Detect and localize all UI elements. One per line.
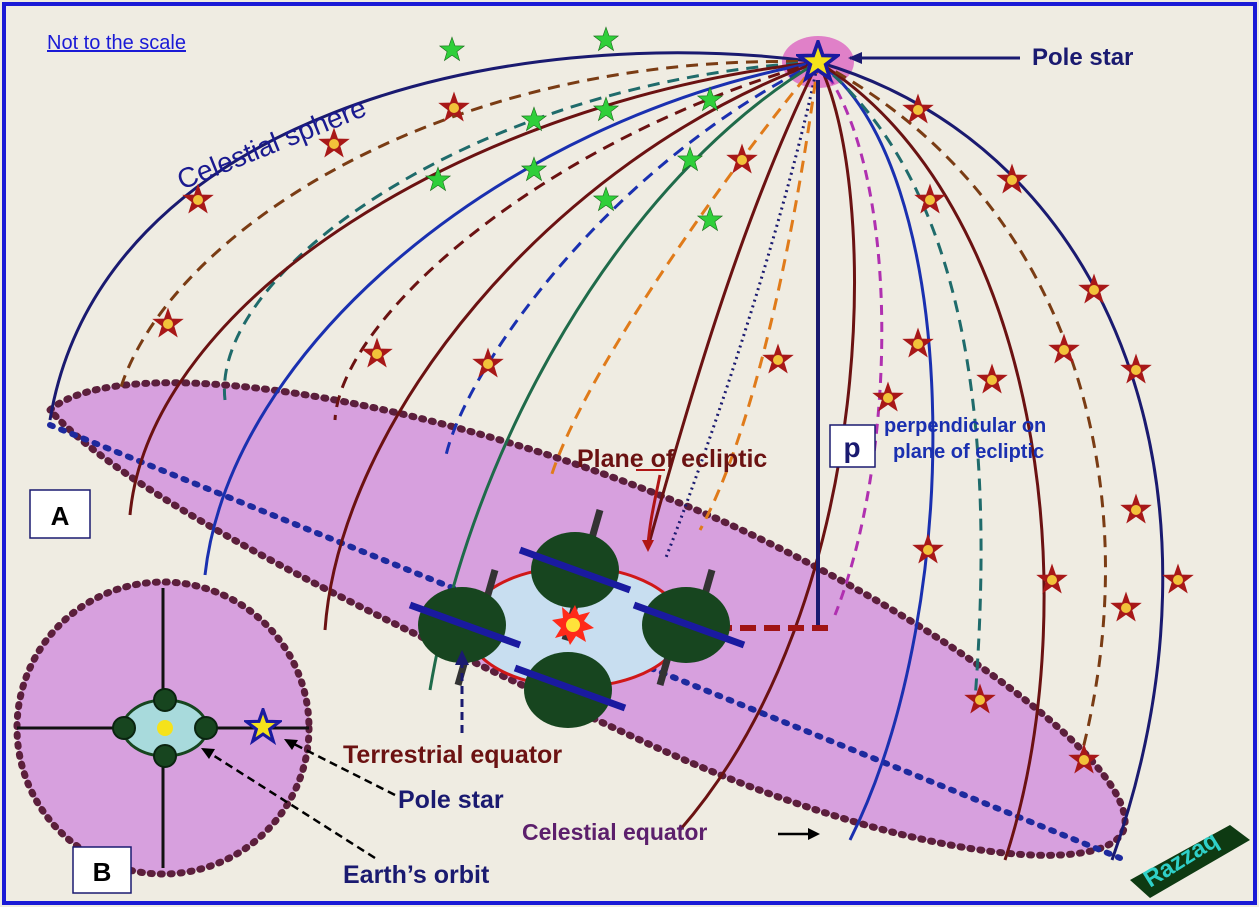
inset-earth [112,716,136,740]
celestial-equator-label: Celestial equator [522,819,707,845]
meridian [118,59,819,391]
inset-sun [157,720,173,736]
meridian [698,61,820,531]
meridians [48,51,1165,861]
pole-star-label: Pole star [1032,44,1133,71]
earth-top [518,509,632,641]
meridian [678,61,856,831]
meridian [817,60,935,841]
ecliptic-arrow [646,474,662,546]
box-b [72,846,132,894]
earths [408,509,746,728]
inset-earth [153,688,177,712]
meridian [817,60,983,701]
box-a [29,489,91,539]
inset-earth [153,744,177,768]
meridian [323,60,819,631]
terrestrial-equator-label: Terrestrial equator [343,741,562,769]
earth-right [632,569,746,686]
sphere-outline-right [817,60,1165,861]
meridian [333,60,819,421]
note-not-to-scale: Not to the scale [47,32,186,54]
red-star-centers [163,103,1183,765]
meridian [222,60,819,401]
inset-earth [194,716,218,740]
meridian [648,61,820,541]
meridian [443,60,819,461]
meridian [817,60,1107,761]
meridian [428,60,819,691]
meridian [816,61,884,616]
meridian [817,60,1046,861]
box-a-label: A [51,501,70,531]
plane-of-ecliptic-label: Plane of ecliptic [577,445,767,473]
sun-core [566,618,580,632]
earth-bottom [513,652,627,728]
earths-orbit-arrow [207,750,376,860]
p-box [829,424,876,468]
meridian [203,60,819,576]
meridian [128,60,819,516]
sphere-outline-left [48,51,819,421]
p-label: p [843,432,860,463]
perpendicular-label-2: plane of ecliptic [893,441,1044,463]
perpendicular-label-1: perpendicular on [884,415,1046,437]
box-b-label: B [93,857,112,887]
pole-star-label-b: Pole star [398,786,504,814]
meridian [548,61,820,481]
inset-b: B [13,578,313,894]
earth-left [408,569,522,686]
earths-orbit-label: Earth’s orbit [343,861,490,889]
pole-star-b-arrow [289,740,396,797]
